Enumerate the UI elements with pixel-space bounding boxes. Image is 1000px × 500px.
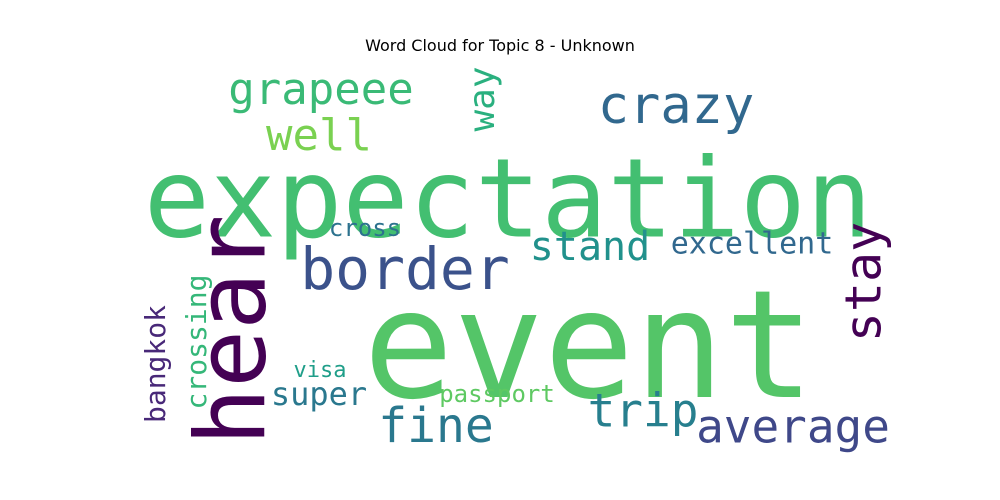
word-cross: cross (329, 214, 401, 242)
word-stand: stand (530, 224, 650, 270)
word-excellent: excellent (671, 227, 834, 262)
word-stay: stay (835, 222, 893, 342)
word-expectation: expectation (144, 134, 872, 262)
word-well: well (266, 110, 372, 161)
word-crazy: crazy (598, 76, 755, 136)
word-hear: hear (175, 214, 287, 445)
word-crossing: crossing (180, 275, 213, 410)
word-way: way (462, 66, 503, 131)
word-passport: passport (439, 380, 555, 408)
word-average: average (696, 400, 890, 454)
word-visa: visa (294, 358, 347, 383)
word-fine: fine (378, 398, 494, 454)
word-border: border (300, 235, 510, 303)
chart-title: Word Cloud for Topic 8 - Unknown (365, 36, 635, 55)
word-grapeee: grapeee (228, 64, 413, 115)
word-bangkok: bangkok (139, 305, 172, 423)
word-trip: trip (588, 384, 699, 438)
word-event: event (363, 259, 815, 433)
word-super: super (271, 375, 367, 413)
